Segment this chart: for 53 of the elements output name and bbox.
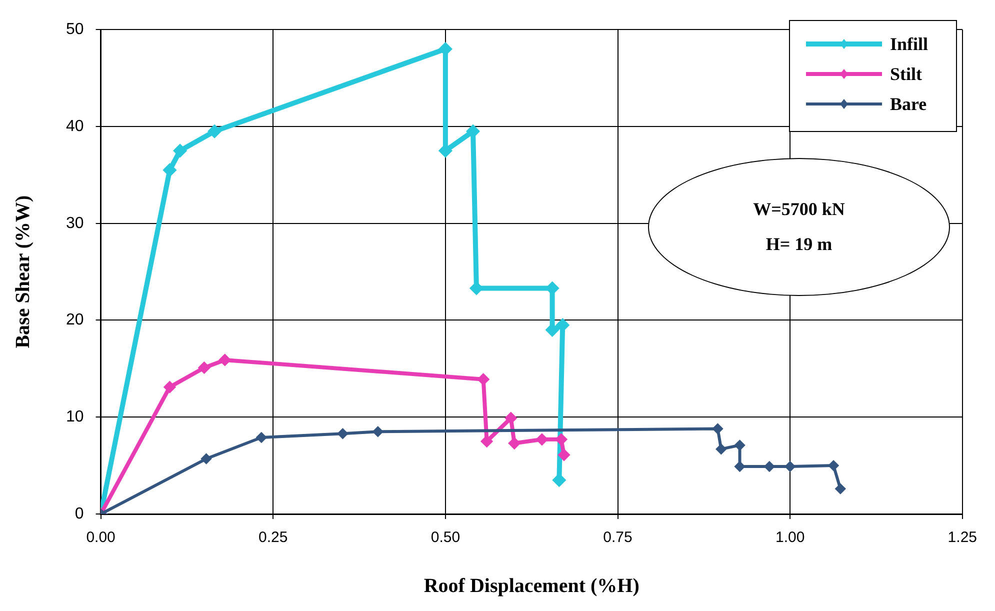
- point: [439, 144, 452, 157]
- point: [208, 125, 221, 138]
- legend-label: Infill: [890, 34, 928, 54]
- point: [439, 42, 452, 55]
- point: [785, 462, 796, 472]
- point: [716, 444, 726, 454]
- x-tick-label: 0.00: [86, 529, 116, 546]
- y-tick-label: 50: [66, 21, 84, 38]
- x-tick-label: 0.75: [603, 529, 632, 546]
- point: [256, 432, 266, 442]
- point: [734, 440, 745, 450]
- x-tick-label: 0.50: [430, 529, 460, 546]
- point: [553, 474, 566, 486]
- point: [478, 374, 489, 385]
- point: [470, 282, 482, 294]
- point: [338, 428, 348, 439]
- x-tick-label: 0.25: [258, 529, 288, 546]
- point: [481, 436, 492, 447]
- point: [734, 462, 745, 472]
- point: [712, 424, 723, 434]
- x-tick-label: 1.25: [948, 529, 978, 546]
- point: [835, 484, 846, 494]
- annotation: W=5700 kN: [753, 199, 845, 220]
- point: [164, 382, 176, 393]
- point: [198, 362, 210, 374]
- x-tick-label: 1.00: [775, 529, 805, 546]
- point: [219, 354, 230, 366]
- point: [546, 282, 558, 294]
- y-tick-label: 20: [66, 312, 84, 329]
- point: [764, 462, 774, 472]
- point: [174, 144, 186, 157]
- point: [201, 454, 212, 464]
- y-tick-label: 30: [66, 214, 84, 232]
- legend-label: Bare: [890, 94, 927, 114]
- point: [556, 434, 567, 445]
- point: [546, 324, 558, 336]
- point: [508, 438, 520, 449]
- y-tick-label: 10: [66, 408, 84, 426]
- legend-label: Stilt: [890, 64, 922, 84]
- point: [828, 460, 839, 471]
- oval-frame: W=5700 kN H= 19 m: [648, 158, 950, 296]
- point: [467, 125, 480, 138]
- point: [372, 426, 383, 437]
- point: [536, 434, 548, 445]
- point: [505, 412, 516, 424]
- point: [164, 164, 176, 176]
- annotation: H= 19 m: [766, 234, 832, 255]
- point: [556, 319, 569, 332]
- y-tick-label: 40: [66, 118, 84, 135]
- x-axis-title: Roof Displacement (%H): [424, 575, 640, 598]
- point: [558, 449, 570, 460]
- y-tick-label: 0: [74, 505, 84, 522]
- y-axis-title: Base Shear (%W): [12, 195, 34, 348]
